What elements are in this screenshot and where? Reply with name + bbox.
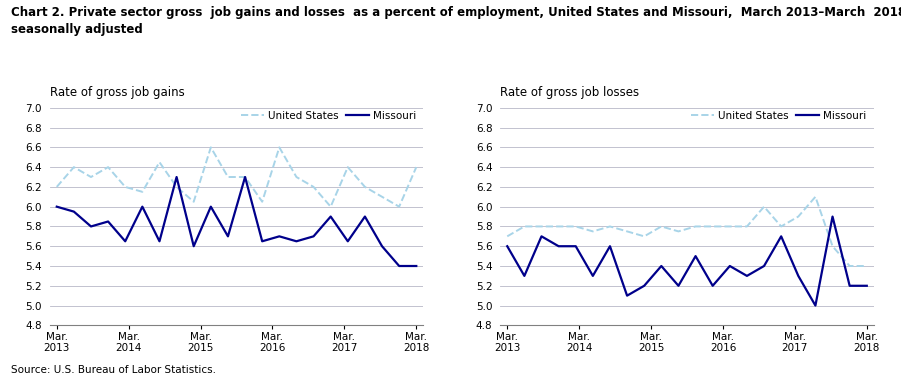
United States: [120, 184, 131, 189]
United States: [411, 165, 422, 169]
United States: [223, 175, 233, 179]
Missouri: [587, 274, 598, 278]
United States: [171, 184, 182, 189]
United States: [502, 234, 513, 239]
United States: [51, 184, 62, 189]
Missouri: [223, 234, 233, 239]
United States: [137, 189, 148, 194]
Missouri: [240, 175, 250, 179]
Missouri: [639, 283, 650, 288]
Missouri: [724, 264, 735, 268]
United States: [240, 175, 250, 179]
Missouri: [137, 204, 148, 209]
United States: [291, 175, 302, 179]
Missouri: [844, 283, 855, 288]
Missouri: [188, 244, 199, 249]
Missouri: [205, 204, 216, 209]
United States: [827, 244, 838, 249]
Missouri: [570, 244, 581, 249]
United States: [342, 165, 353, 169]
United States: [325, 204, 336, 209]
Missouri: [622, 293, 633, 298]
United States: [587, 229, 598, 234]
United States: [188, 199, 199, 204]
Missouri: [656, 264, 667, 268]
Missouri: [536, 234, 547, 239]
United States: [793, 214, 804, 219]
United States: [656, 224, 667, 229]
Missouri: [827, 214, 838, 219]
Missouri: [257, 239, 268, 244]
Missouri: [68, 209, 79, 214]
Missouri: [342, 239, 353, 244]
Line: Missouri: Missouri: [507, 216, 867, 306]
Missouri: [673, 283, 684, 288]
Missouri: [274, 234, 285, 239]
United States: [673, 229, 684, 234]
Text: Rate of gross job gains: Rate of gross job gains: [50, 86, 185, 99]
United States: [257, 199, 268, 204]
Missouri: [861, 283, 872, 288]
Legend: United States, Missouri: United States, Missouri: [689, 109, 869, 123]
United States: [810, 194, 821, 199]
Missouri: [308, 234, 319, 239]
Missouri: [291, 239, 302, 244]
Missouri: [394, 264, 405, 268]
Missouri: [359, 214, 370, 219]
United States: [742, 224, 752, 229]
Missouri: [120, 239, 131, 244]
Missouri: [759, 264, 769, 268]
Missouri: [776, 234, 787, 239]
United States: [844, 264, 855, 268]
Missouri: [742, 274, 752, 278]
United States: [377, 194, 387, 199]
United States: [519, 224, 530, 229]
United States: [776, 224, 787, 229]
Missouri: [810, 303, 821, 308]
Missouri: [553, 244, 564, 249]
Missouri: [103, 219, 114, 224]
United States: [690, 224, 701, 229]
United States: [553, 224, 564, 229]
United States: [359, 184, 370, 189]
United States: [759, 204, 769, 209]
United States: [103, 165, 114, 169]
United States: [394, 204, 405, 209]
United States: [639, 234, 650, 239]
Line: United States: United States: [507, 197, 867, 266]
Missouri: [690, 254, 701, 258]
Missouri: [411, 264, 422, 268]
United States: [622, 229, 633, 234]
United States: [274, 145, 285, 150]
United States: [68, 165, 79, 169]
Missouri: [325, 214, 336, 219]
United States: [570, 224, 581, 229]
Line: Missouri: Missouri: [57, 177, 416, 266]
United States: [154, 160, 165, 164]
United States: [205, 145, 216, 150]
Missouri: [51, 204, 62, 209]
Missouri: [502, 244, 513, 249]
United States: [724, 224, 735, 229]
United States: [536, 224, 547, 229]
United States: [308, 184, 319, 189]
Missouri: [519, 274, 530, 278]
Missouri: [707, 283, 718, 288]
Missouri: [793, 274, 804, 278]
Missouri: [154, 239, 165, 244]
United States: [605, 224, 615, 229]
Text: Source: U.S. Bureau of Labor Statistics.: Source: U.S. Bureau of Labor Statistics.: [11, 365, 216, 375]
Legend: United States, Missouri: United States, Missouri: [239, 109, 418, 123]
Missouri: [171, 175, 182, 179]
Missouri: [86, 224, 96, 229]
Text: Chart 2. Private sector gross  job gains and losses  as a percent of employment,: Chart 2. Private sector gross job gains …: [11, 6, 901, 36]
Missouri: [605, 244, 615, 249]
Text: Rate of gross job losses: Rate of gross job losses: [500, 86, 639, 99]
Line: United States: United States: [57, 147, 416, 207]
United States: [86, 175, 96, 179]
Missouri: [377, 244, 387, 249]
United States: [707, 224, 718, 229]
United States: [861, 264, 872, 268]
